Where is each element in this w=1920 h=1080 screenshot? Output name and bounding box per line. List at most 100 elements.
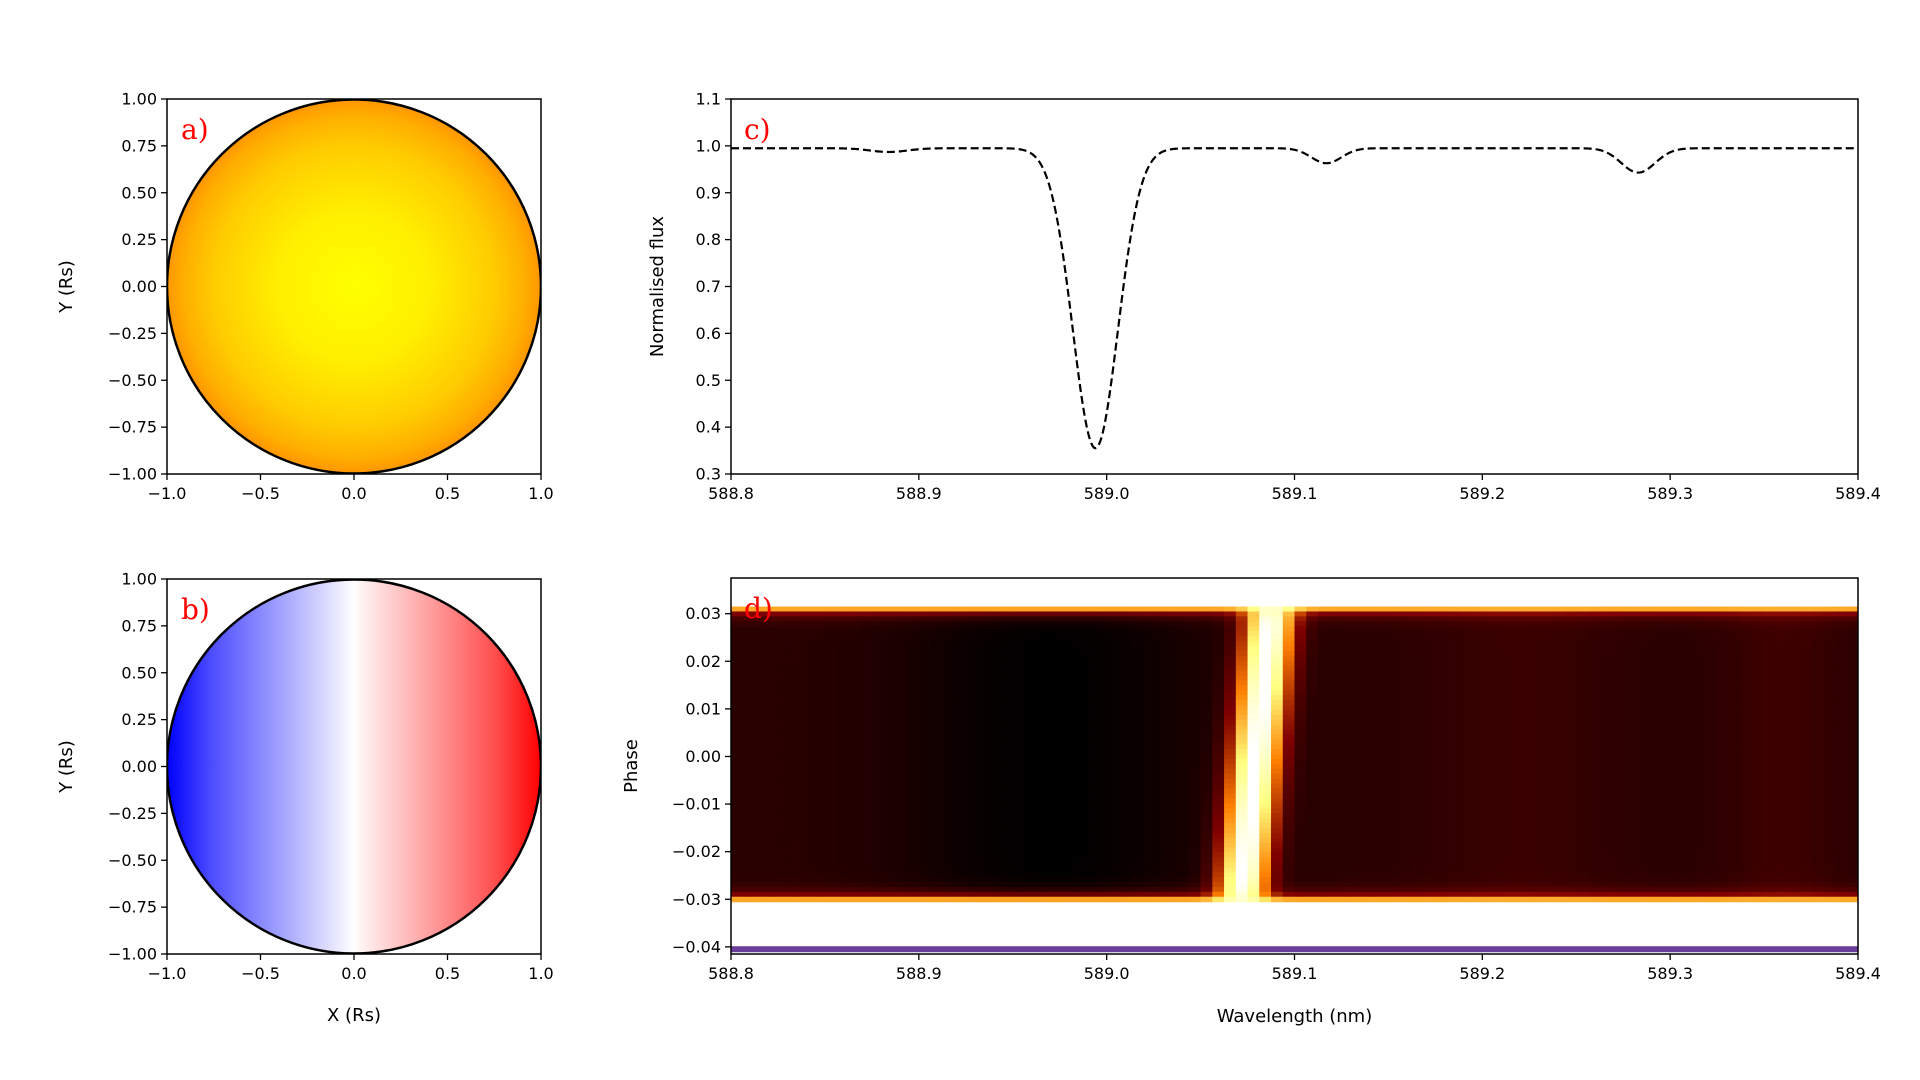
heatmap-cell — [848, 616, 861, 622]
heatmap-cell — [1564, 616, 1577, 622]
heatmap-cell — [1306, 852, 1319, 858]
heatmap-cell — [954, 700, 967, 706]
heatmap-cell — [1141, 660, 1155, 667]
heatmap-cell — [1670, 709, 1683, 716]
heatmap-cell — [1658, 827, 1671, 834]
heatmap-cell — [1165, 645, 1178, 652]
heatmap-cell — [1317, 695, 1331, 701]
heatmap-cell — [1658, 759, 1671, 765]
heatmap-cell — [1071, 660, 1084, 667]
heatmap-cell — [1247, 621, 1260, 627]
heatmap-cell — [1705, 611, 1718, 617]
heatmap-cell — [1599, 749, 1613, 755]
heatmap-cell — [1212, 665, 1225, 672]
heatmap-cell — [1799, 719, 1812, 726]
heatmap-cell — [1353, 773, 1366, 780]
heatmap-cell — [965, 636, 979, 642]
heatmap-cell — [1564, 768, 1577, 775]
heatmap-cell — [1071, 729, 1084, 736]
heatmap-cell — [860, 808, 873, 814]
heatmap-cell — [754, 709, 767, 716]
heatmap-cell — [1482, 813, 1495, 819]
heatmap-cell — [1458, 847, 1472, 854]
heatmap-cell — [1247, 759, 1260, 765]
heatmap-cell — [1012, 832, 1026, 839]
heatmap-cell — [1224, 709, 1237, 716]
heatmap-cell — [1165, 808, 1178, 814]
heatmap-cell — [1623, 621, 1636, 627]
heatmap-cell — [1587, 803, 1601, 809]
heatmap-cell — [1670, 675, 1683, 681]
heatmap-cell — [801, 724, 814, 731]
heatmap-cell — [1024, 788, 1037, 795]
heatmap-cell — [1259, 788, 1272, 795]
heatmap-cell — [1517, 788, 1530, 795]
heatmap-cell — [860, 680, 873, 686]
heatmap-cell — [1212, 606, 1225, 613]
heatmap-cell — [965, 768, 979, 775]
heatmap-cell — [1083, 695, 1096, 701]
heatmap-cell — [1364, 636, 1378, 642]
heatmap-cell — [918, 724, 932, 731]
heatmap-cell — [1294, 606, 1307, 613]
heatmap-cell — [836, 739, 849, 745]
heatmap-cell — [1271, 818, 1284, 824]
heatmap-cell — [1705, 709, 1718, 716]
heatmap-cell — [1153, 616, 1166, 622]
heatmap-cell — [1400, 852, 1413, 858]
heatmap-cell — [1541, 827, 1554, 834]
heatmap-cell — [1494, 695, 1507, 701]
heatmap-cell — [742, 621, 756, 627]
heatmap-cell — [977, 852, 990, 858]
heatmap-cell — [1353, 768, 1366, 775]
heatmap-cell — [1047, 714, 1061, 721]
heatmap-cell — [777, 626, 791, 632]
heatmap-cell — [1681, 754, 1695, 760]
heatmap-cell — [871, 783, 885, 790]
heatmap-cell — [860, 640, 873, 647]
heatmap-cell — [1165, 803, 1178, 809]
heatmap-cell — [1235, 606, 1249, 613]
heatmap-cell — [907, 818, 920, 824]
heatmap-cell — [895, 768, 908, 775]
heatmap-cell — [1153, 670, 1166, 677]
heatmap-cell — [1470, 660, 1483, 667]
heatmap-cell — [1165, 813, 1178, 819]
heatmap-cell — [1458, 690, 1472, 696]
heatmap-cell — [1576, 665, 1589, 672]
heatmap-cell — [1200, 852, 1213, 858]
heatmap-cell — [1811, 734, 1824, 740]
heatmap-cell — [1740, 611, 1753, 617]
heatmap-cell — [871, 798, 885, 804]
heatmap-cell — [895, 739, 908, 745]
heatmap-cell — [1799, 650, 1812, 657]
heatmap-cell — [1482, 640, 1495, 647]
heatmap-cell — [930, 763, 943, 770]
heatmap-cell — [1083, 665, 1096, 672]
heatmap-cell — [824, 739, 838, 745]
heatmap-cell — [1400, 793, 1413, 799]
heatmap-cell — [1799, 640, 1812, 647]
heatmap-cell — [1658, 704, 1671, 711]
heatmap-cell — [1001, 704, 1014, 711]
heatmap-cell — [1728, 822, 1742, 829]
heatmap-cell — [1541, 768, 1554, 775]
heatmap-cell — [918, 655, 932, 662]
heatmap-cell — [848, 724, 861, 731]
heatmap-cell — [1529, 818, 1542, 824]
heatmap-cell — [1552, 665, 1566, 672]
heatmap-cell — [1822, 660, 1836, 667]
heatmap-cell — [1141, 631, 1155, 637]
heatmap-cell — [1717, 778, 1730, 785]
heatmap-cell — [1517, 852, 1530, 858]
heatmap-cell — [1494, 611, 1507, 617]
heatmap-cell — [1200, 709, 1213, 716]
heatmap-cell — [1599, 822, 1613, 829]
heatmap-cell — [1646, 655, 1660, 662]
heatmap-cell — [1505, 675, 1519, 681]
heatmap-cell — [1188, 837, 1202, 844]
heatmap-cell — [930, 773, 943, 780]
heatmap-cell — [1670, 788, 1683, 795]
heatmap-cell — [1482, 616, 1495, 622]
heatmap-cell — [1623, 636, 1636, 642]
